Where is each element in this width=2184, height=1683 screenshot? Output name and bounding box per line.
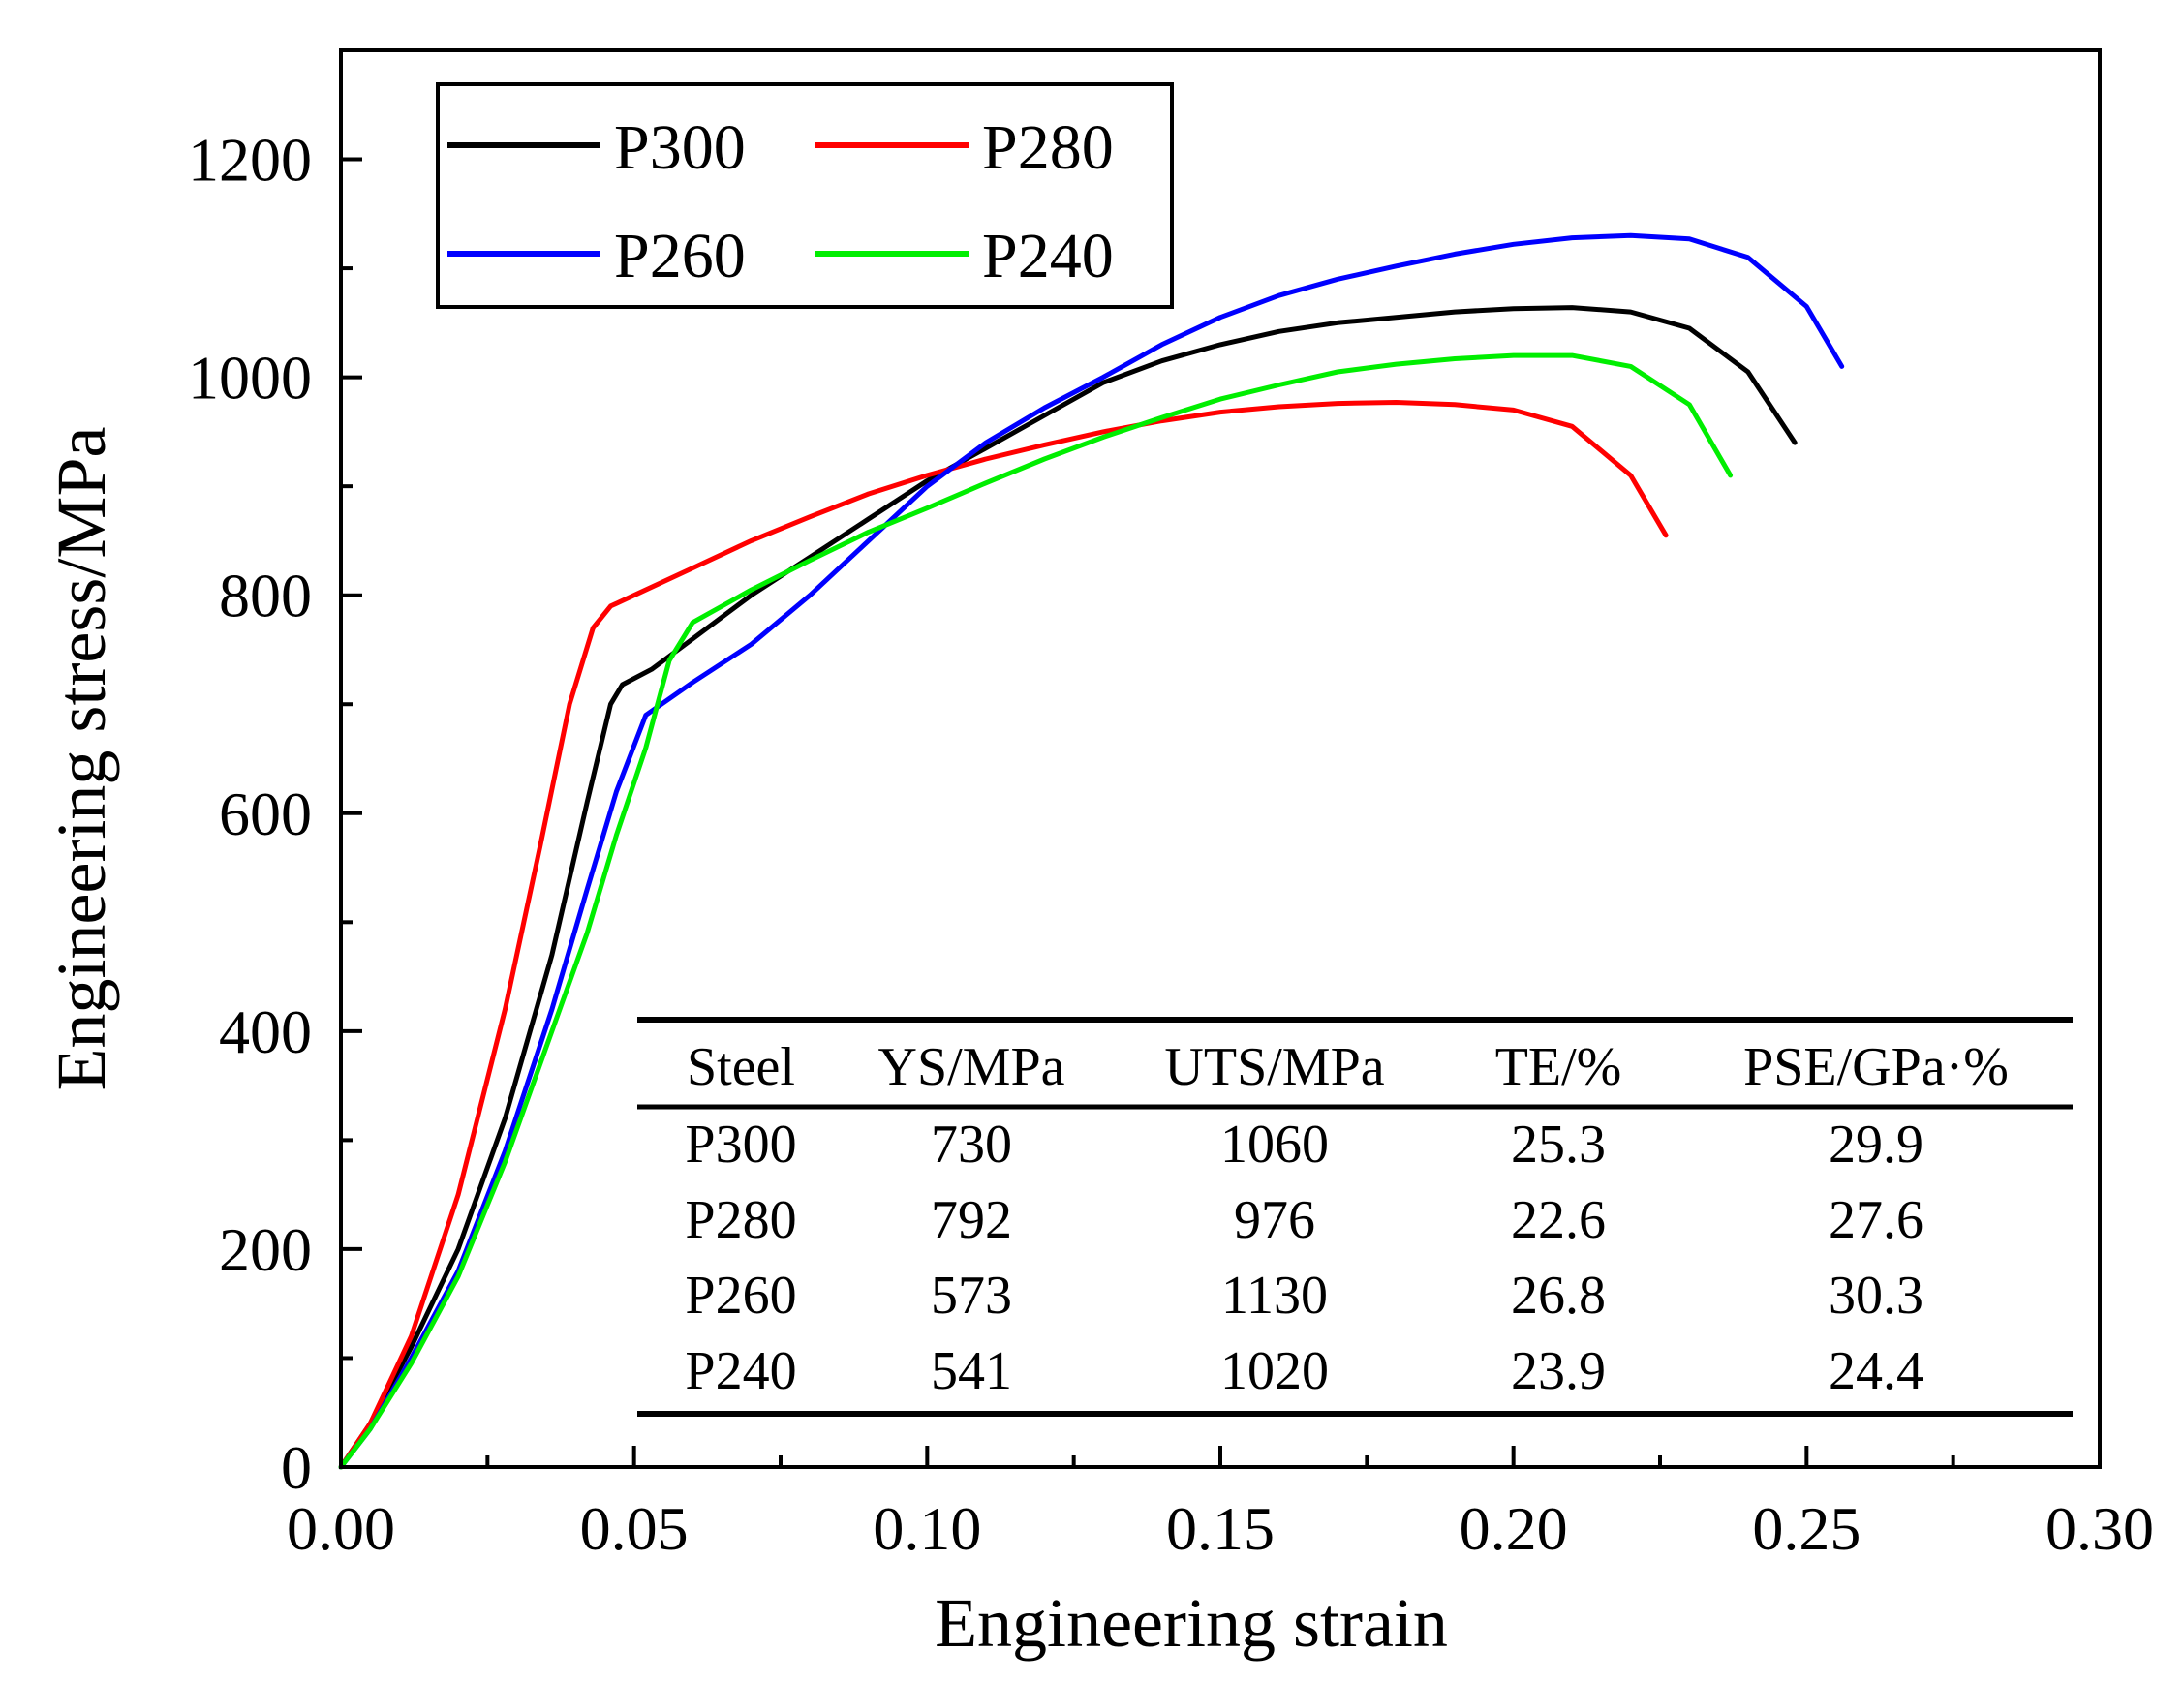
legend-label-p240: P240 bbox=[982, 221, 1114, 291]
legend: P300 P280 P260 P240 bbox=[436, 82, 1174, 309]
x-tick-label: 0.10 bbox=[873, 1494, 981, 1563]
table-cell: 730 bbox=[931, 1115, 1012, 1175]
table-cell: 1060 bbox=[1220, 1115, 1329, 1175]
table-cell: 976 bbox=[1234, 1190, 1315, 1250]
table-cell: 29.9 bbox=[1829, 1115, 1923, 1175]
table-header-cell: YS/MPa bbox=[878, 1037, 1065, 1097]
table-cell: P240 bbox=[685, 1341, 796, 1401]
x-tick-label: 0.20 bbox=[1460, 1494, 1568, 1563]
y-tick-label: 200 bbox=[219, 1215, 312, 1284]
table-cell: 573 bbox=[931, 1266, 1012, 1326]
x-tick-label: 0.25 bbox=[1752, 1494, 1861, 1563]
table-cell: 22.6 bbox=[1511, 1190, 1606, 1250]
series-layer bbox=[338, 232, 1845, 1470]
x-axis-title: Engineering strain bbox=[935, 1584, 1448, 1662]
table-header-cell: TE/% bbox=[1495, 1037, 1622, 1097]
table-cell: 30.3 bbox=[1829, 1266, 1923, 1326]
y-tick-label: 600 bbox=[219, 780, 312, 848]
y-tick-label: 1000 bbox=[188, 344, 312, 413]
x-tick-label: 0.05 bbox=[580, 1494, 689, 1563]
table-cell: P280 bbox=[685, 1190, 796, 1250]
table-header-cell: PSE/GPa·% bbox=[1743, 1037, 2009, 1097]
y-axis-title: Engineering stress/MPa bbox=[43, 427, 120, 1091]
table-cell: 27.6 bbox=[1829, 1190, 1923, 1250]
table-cell: 1020 bbox=[1220, 1341, 1329, 1401]
y-tick-label: 0 bbox=[281, 1433, 312, 1502]
y-tick-label: 400 bbox=[219, 997, 312, 1066]
table-header-cell: Steel bbox=[687, 1037, 795, 1097]
axes-layer: 0.00 0.05 0.10 0.15 0.20 0.25 0.30 0 200 400 600 80… bbox=[43, 48, 2154, 1662]
series-line-p260 bbox=[338, 232, 1845, 1470]
table-cell: 541 bbox=[931, 1341, 1012, 1401]
y-tick-label: 1200 bbox=[188, 126, 312, 195]
legend-label-p280: P280 bbox=[982, 112, 1114, 183]
table-cell: 25.3 bbox=[1511, 1115, 1606, 1175]
x-tick-label: 0.00 bbox=[287, 1494, 395, 1563]
table-cell: P300 bbox=[685, 1115, 796, 1175]
series-line-p280 bbox=[338, 400, 1669, 1470]
table-cell: 1130 bbox=[1221, 1266, 1328, 1326]
table-cell: P260 bbox=[685, 1266, 796, 1326]
table-cell: 26.8 bbox=[1511, 1266, 1606, 1326]
table-cell: 792 bbox=[931, 1190, 1012, 1250]
table-cell: 23.9 bbox=[1511, 1341, 1606, 1401]
table-header-cell: UTS/MPa bbox=[1164, 1037, 1384, 1097]
legend-box bbox=[436, 82, 1174, 309]
y-tick-label: 800 bbox=[219, 562, 312, 630]
x-tick-label: 0.15 bbox=[1166, 1494, 1275, 1563]
properties-table: Steel YS/MPa UTS/MPa TE/% PSE/GPa·% P300 730 10… bbox=[637, 1017, 2073, 1417]
table-cell: 24.4 bbox=[1829, 1341, 1923, 1401]
legend-label-p300: P300 bbox=[614, 112, 746, 183]
x-tick-label: 0.30 bbox=[2046, 1494, 2154, 1563]
series-line-p240 bbox=[338, 352, 1734, 1470]
legend-label-p260: P260 bbox=[614, 221, 746, 291]
